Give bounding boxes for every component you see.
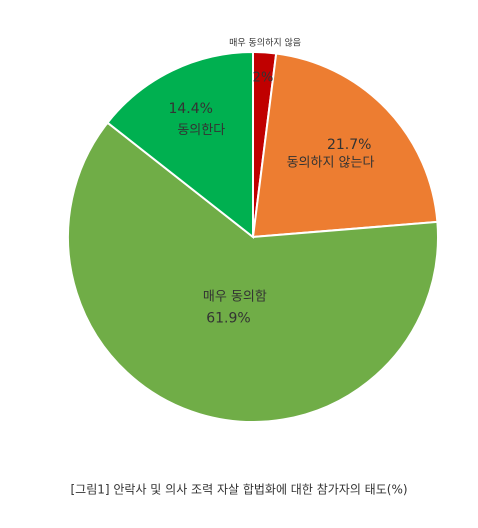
pie-slice — [251, 52, 439, 239]
slice-name: 매우 동의하지 않음 — [229, 38, 301, 49]
slice-value-label: 21.7% — [327, 137, 371, 153]
pie-slice — [106, 50, 254, 240]
slice-name: 매우 동의함 — [203, 290, 267, 305]
slice-value-label: 2% — [253, 71, 274, 86]
slice-name: 동의한다 — [177, 123, 225, 138]
slice-value-label: 14.4% — [168, 101, 212, 117]
slice-value-label: 61.9% — [206, 310, 250, 326]
caption: [그림1] 안락사 및 의사 조력 자살 합법화에 대한 참가자의 태도(%) — [70, 483, 407, 497]
slice-name: 동의하지 않는다 — [287, 155, 375, 170]
pie-slice — [67, 121, 439, 423]
